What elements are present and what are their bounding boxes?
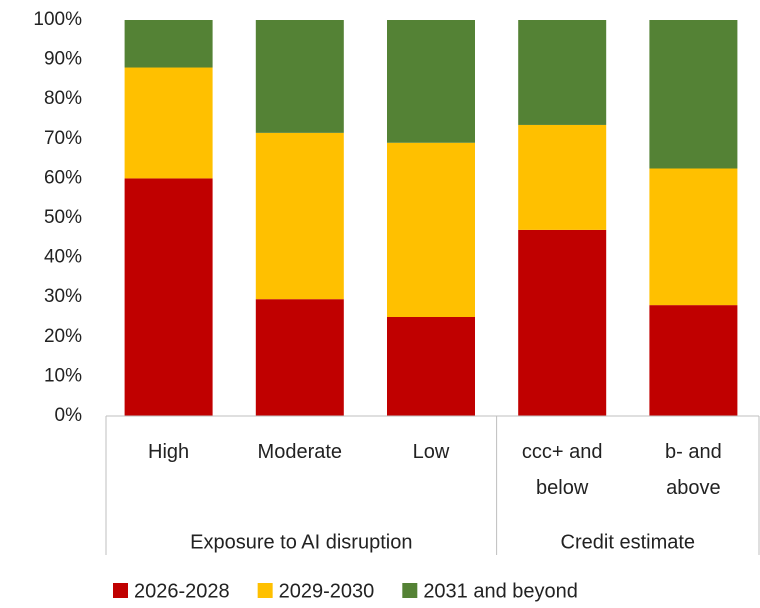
y-tick-label: 60% xyxy=(44,167,82,188)
legend-label: 2031 and beyond xyxy=(423,580,578,602)
y-tick-label: 100% xyxy=(33,9,82,30)
y-tick-label: 50% xyxy=(44,207,82,228)
x-tick-label: Low xyxy=(412,441,450,463)
y-tick-label: 70% xyxy=(44,128,82,149)
y-tick-label: 40% xyxy=(44,247,82,268)
y-tick-label: 30% xyxy=(44,286,82,307)
y-tick-label: 90% xyxy=(44,49,82,70)
bar-segment xyxy=(387,142,475,317)
bar-segment xyxy=(124,178,213,416)
bar-segment xyxy=(649,168,738,306)
legend-swatch xyxy=(257,583,273,598)
legend-swatch xyxy=(113,583,128,598)
y-tick-label: 20% xyxy=(44,326,82,347)
bar-segment xyxy=(649,20,738,169)
bar-segment xyxy=(518,229,607,416)
bar-segment xyxy=(518,124,607,230)
group-label: Credit estimate xyxy=(561,531,696,553)
y-tick-label: 10% xyxy=(44,365,82,386)
bar-segment xyxy=(255,132,344,300)
bar-segment xyxy=(387,317,475,416)
bar-segment xyxy=(387,20,475,143)
bar-segment xyxy=(518,20,607,125)
x-tick-label: Moderate xyxy=(257,441,343,463)
legend-label: 2026-2028 xyxy=(134,580,230,602)
x-tick-label: ccc+ and below xyxy=(521,441,603,499)
y-tick-label: 0% xyxy=(55,405,83,426)
bar-segment xyxy=(124,20,213,68)
legend-label: 2029-2030 xyxy=(279,580,375,602)
bar-segment xyxy=(255,20,344,133)
y-tick-label: 80% xyxy=(44,88,82,109)
bar-segment xyxy=(124,67,213,179)
group-label: Exposure to AI disruption xyxy=(190,531,412,553)
bar-segment xyxy=(649,305,738,416)
x-tick-label: b- and above xyxy=(665,441,722,499)
x-tick-label: High xyxy=(148,441,190,463)
bar-segment xyxy=(255,299,344,416)
legend-swatch xyxy=(402,583,418,598)
